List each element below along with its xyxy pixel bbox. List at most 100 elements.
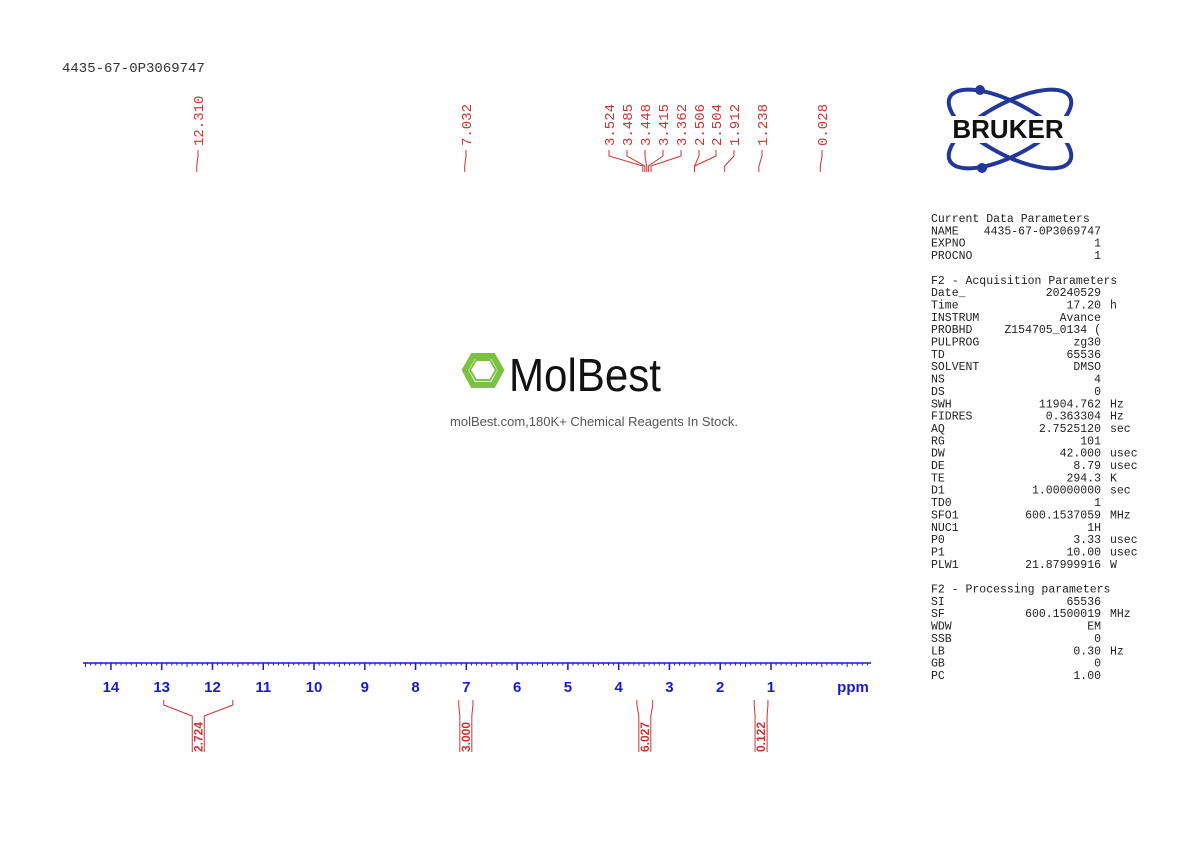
param-value: 1H: [1087, 522, 1101, 535]
x-tick-label: 6: [513, 679, 521, 696]
param-name: INSTRUM: [931, 312, 979, 325]
param-name: NS: [931, 374, 945, 387]
param-value: 1: [1094, 250, 1101, 263]
x-tick-label: 8: [411, 679, 419, 696]
param-name: PLW1: [931, 559, 959, 572]
watermark: MolBest molBest.com,180K+ Chemical Reage…: [450, 349, 738, 429]
param-unit: Hz: [1110, 645, 1124, 658]
peak-connector: [647, 150, 664, 172]
peak-label: 12.310: [192, 96, 208, 146]
param-name: NAME: [931, 225, 959, 238]
param-value: 65536: [1066, 349, 1101, 362]
param-unit: MHz: [1110, 509, 1131, 522]
param-value: 3.33: [1073, 534, 1101, 547]
peak-connector: [608, 150, 644, 172]
param-value: 2.7525120: [1039, 423, 1101, 436]
x-tick-label: 10: [306, 679, 323, 696]
param-value: Z154705_0134 (: [1004, 324, 1101, 337]
param-value: 1.00000000: [1032, 485, 1101, 498]
param-unit: sec: [1110, 423, 1131, 436]
param-value: DMSO: [1073, 361, 1101, 374]
param-name: TD: [931, 349, 945, 362]
watermark-tagline: molBest.com,180K+ Chemical Reagents In S…: [450, 414, 738, 429]
param-name: P0: [931, 534, 945, 547]
peak-label: 3.524: [603, 104, 619, 146]
x-tick-label: 12: [204, 679, 221, 696]
param-unit: W: [1110, 559, 1117, 572]
param-name: GB: [931, 658, 945, 671]
x-tick-label: 11: [255, 679, 271, 696]
param-name: FIDRES: [931, 411, 973, 424]
param-name: D1: [931, 485, 945, 498]
param-name: DS: [931, 386, 945, 399]
param-value: 42.000: [1060, 448, 1102, 461]
param-name: RG: [931, 435, 945, 448]
x-tick-label: 7: [462, 679, 470, 696]
param-name: WDW: [931, 621, 952, 634]
param-unit: usec: [1110, 534, 1138, 547]
param-unit: h: [1110, 299, 1117, 312]
integral-value: 2.724: [191, 722, 205, 752]
param-name: EXPNO: [931, 238, 966, 251]
x-tick-label: 4: [614, 679, 623, 696]
param-name: SWH: [931, 398, 952, 411]
peak-label: 3.448: [639, 104, 655, 146]
param-section-title: F2 - Processing parameters: [931, 584, 1110, 597]
param-name: PROCNO: [931, 250, 973, 263]
param-unit: Hz: [1110, 398, 1124, 411]
param-name: DE: [931, 460, 945, 473]
param-value: 0.30: [1073, 645, 1101, 658]
param-section-title: Current Data Parameters: [931, 213, 1090, 226]
param-unit: usec: [1110, 546, 1138, 559]
param-name: SFO1: [931, 509, 959, 522]
param-name: DW: [931, 448, 945, 461]
param-value: 0.363304: [1046, 411, 1101, 424]
param-name: TD0: [931, 497, 952, 510]
logo-text: BRUKER: [952, 114, 1063, 144]
param-value: 600.1537059: [1025, 509, 1101, 522]
x-tick-label: 14: [103, 679, 120, 696]
param-value: 0: [1094, 633, 1101, 646]
param-value: 4: [1094, 374, 1101, 387]
param-unit: usec: [1110, 448, 1138, 461]
param-value: 0: [1094, 386, 1101, 399]
bruker-logo: BRUKER: [924, 85, 1092, 173]
param-name: SI: [931, 596, 945, 609]
param-value: Avance: [1060, 312, 1102, 325]
param-name: PC: [931, 670, 945, 683]
param-name: SF: [931, 608, 945, 621]
param-value: 4435-67-0P3069747: [984, 225, 1101, 238]
peak-connector: [464, 150, 467, 172]
x-tick-label: 13: [153, 679, 170, 696]
param-section-title: F2 - Acquisition Parameters: [931, 275, 1117, 288]
param-value: 20240529: [1046, 287, 1101, 300]
param-value: 101: [1080, 435, 1101, 448]
peak-connector: [644, 150, 648, 172]
integral-bracket: [163, 700, 234, 752]
integral-bracket: [458, 700, 474, 752]
peak-connector: [694, 150, 700, 172]
param-unit: K: [1110, 472, 1117, 485]
peak-label: 3.362: [675, 104, 691, 146]
param-value: 65536: [1066, 596, 1101, 609]
param-value: 10.00: [1066, 546, 1101, 559]
integral-value: 6.027: [638, 722, 652, 752]
integral-value: 3.000: [459, 722, 473, 752]
param-name: SOLVENT: [931, 361, 979, 374]
param-value: 0: [1094, 658, 1101, 671]
param-value: 17.20: [1066, 299, 1101, 312]
param-unit: sec: [1110, 485, 1131, 498]
param-name: PROBHD: [931, 324, 973, 337]
x-tick-label: 3: [665, 679, 673, 696]
param-value: 11904.762: [1039, 398, 1101, 411]
integral-bracket: [636, 700, 654, 752]
param-name: PULPROG: [931, 337, 979, 350]
peak-connector: [724, 150, 735, 172]
x-tick-label: 5: [564, 679, 572, 696]
param-unit: Hz: [1110, 411, 1124, 424]
peak-connector: [694, 150, 717, 172]
peak-label: 2.506: [693, 104, 709, 146]
integral-bracket: [753, 700, 769, 752]
param-value: 294.3: [1066, 472, 1101, 485]
param-name: P1: [931, 546, 945, 559]
